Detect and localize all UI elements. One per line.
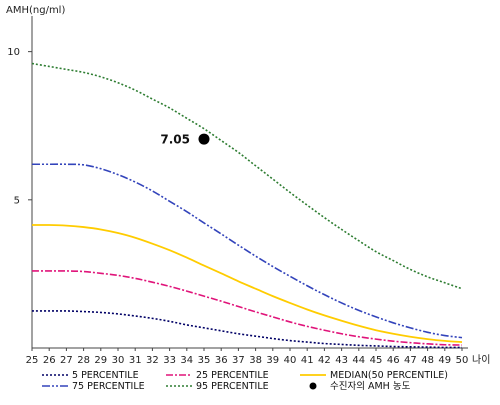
x-tick-label: 36 bbox=[215, 355, 228, 366]
x-tick-label: 39 bbox=[266, 355, 279, 366]
x-tick-label: 47 bbox=[404, 355, 417, 366]
x-tick-label: 38 bbox=[249, 355, 262, 366]
x-tick-label: 29 bbox=[94, 355, 107, 366]
x-tick-label: 41 bbox=[301, 355, 314, 366]
legend-marker-label: 수진자의 AMH 농도 bbox=[330, 381, 411, 392]
x-tick-label: 35 bbox=[198, 355, 211, 366]
x-tick-label: 37 bbox=[232, 355, 245, 366]
x-tick-label: 31 bbox=[129, 355, 142, 366]
x-tick-label: 34 bbox=[180, 355, 193, 366]
x-tick-label: 44 bbox=[352, 355, 365, 366]
legend-label-3: MEDIAN(50 PERCENTILE) bbox=[330, 370, 448, 381]
legend: 5 PERCENTILE 25 PERCENTILE MEDIAN(50 PERCE… bbox=[42, 370, 448, 392]
y-axis-title: AMH(ng/ml) bbox=[6, 5, 65, 16]
x-tick-label: 26 bbox=[43, 355, 56, 366]
legend-label-4: 75 PERCENTILE bbox=[72, 381, 145, 392]
y-tick-label: 10 bbox=[7, 47, 20, 58]
x-tick-label: 25 bbox=[26, 355, 39, 366]
x-tick-label: 49 bbox=[438, 355, 451, 366]
y-tick-label: 5 bbox=[14, 195, 20, 206]
x-tick-label: 43 bbox=[335, 355, 348, 366]
x-tick-label: 45 bbox=[370, 355, 383, 366]
x-tick-label: 30 bbox=[112, 355, 125, 366]
x-tick-label: 46 bbox=[387, 355, 400, 366]
legend-label-2: 25 PERCENTILE bbox=[196, 370, 269, 381]
x-tick-label: 33 bbox=[163, 355, 176, 366]
axes: 5 10 25 26 27 28 29 30 31 32 33 34 35 36 37 38 39 40 41 42 4… bbox=[7, 16, 468, 366]
series-layer bbox=[31, 62, 463, 349]
series-line-2 bbox=[31, 270, 463, 346]
x-tick-label: 50 bbox=[456, 355, 469, 366]
legend-label-1: 5 PERCENTILE bbox=[72, 370, 139, 381]
x-tick-label: 40 bbox=[284, 355, 297, 366]
series-line-5 bbox=[31, 62, 463, 290]
series-line-1 bbox=[32, 310, 463, 349]
annotation-layer: 7.05 bbox=[160, 133, 210, 147]
patient-amh-marker bbox=[198, 133, 210, 145]
x-tick-label: 32 bbox=[146, 355, 159, 366]
x-tick-label: 27 bbox=[60, 355, 73, 366]
x-tick-label: 28 bbox=[77, 355, 90, 366]
x-tick-label: 48 bbox=[421, 355, 434, 366]
x-axis-title: 나이 bbox=[472, 354, 490, 366]
legend-label-5: 95 PERCENTILE bbox=[196, 381, 269, 392]
x-tick-label: 42 bbox=[318, 355, 331, 366]
legend-marker-swatch bbox=[309, 382, 317, 390]
series-line-4 bbox=[32, 163, 463, 339]
series-line-3 bbox=[31, 224, 463, 343]
patient-amh-value-label: 7.05 bbox=[160, 133, 190, 147]
